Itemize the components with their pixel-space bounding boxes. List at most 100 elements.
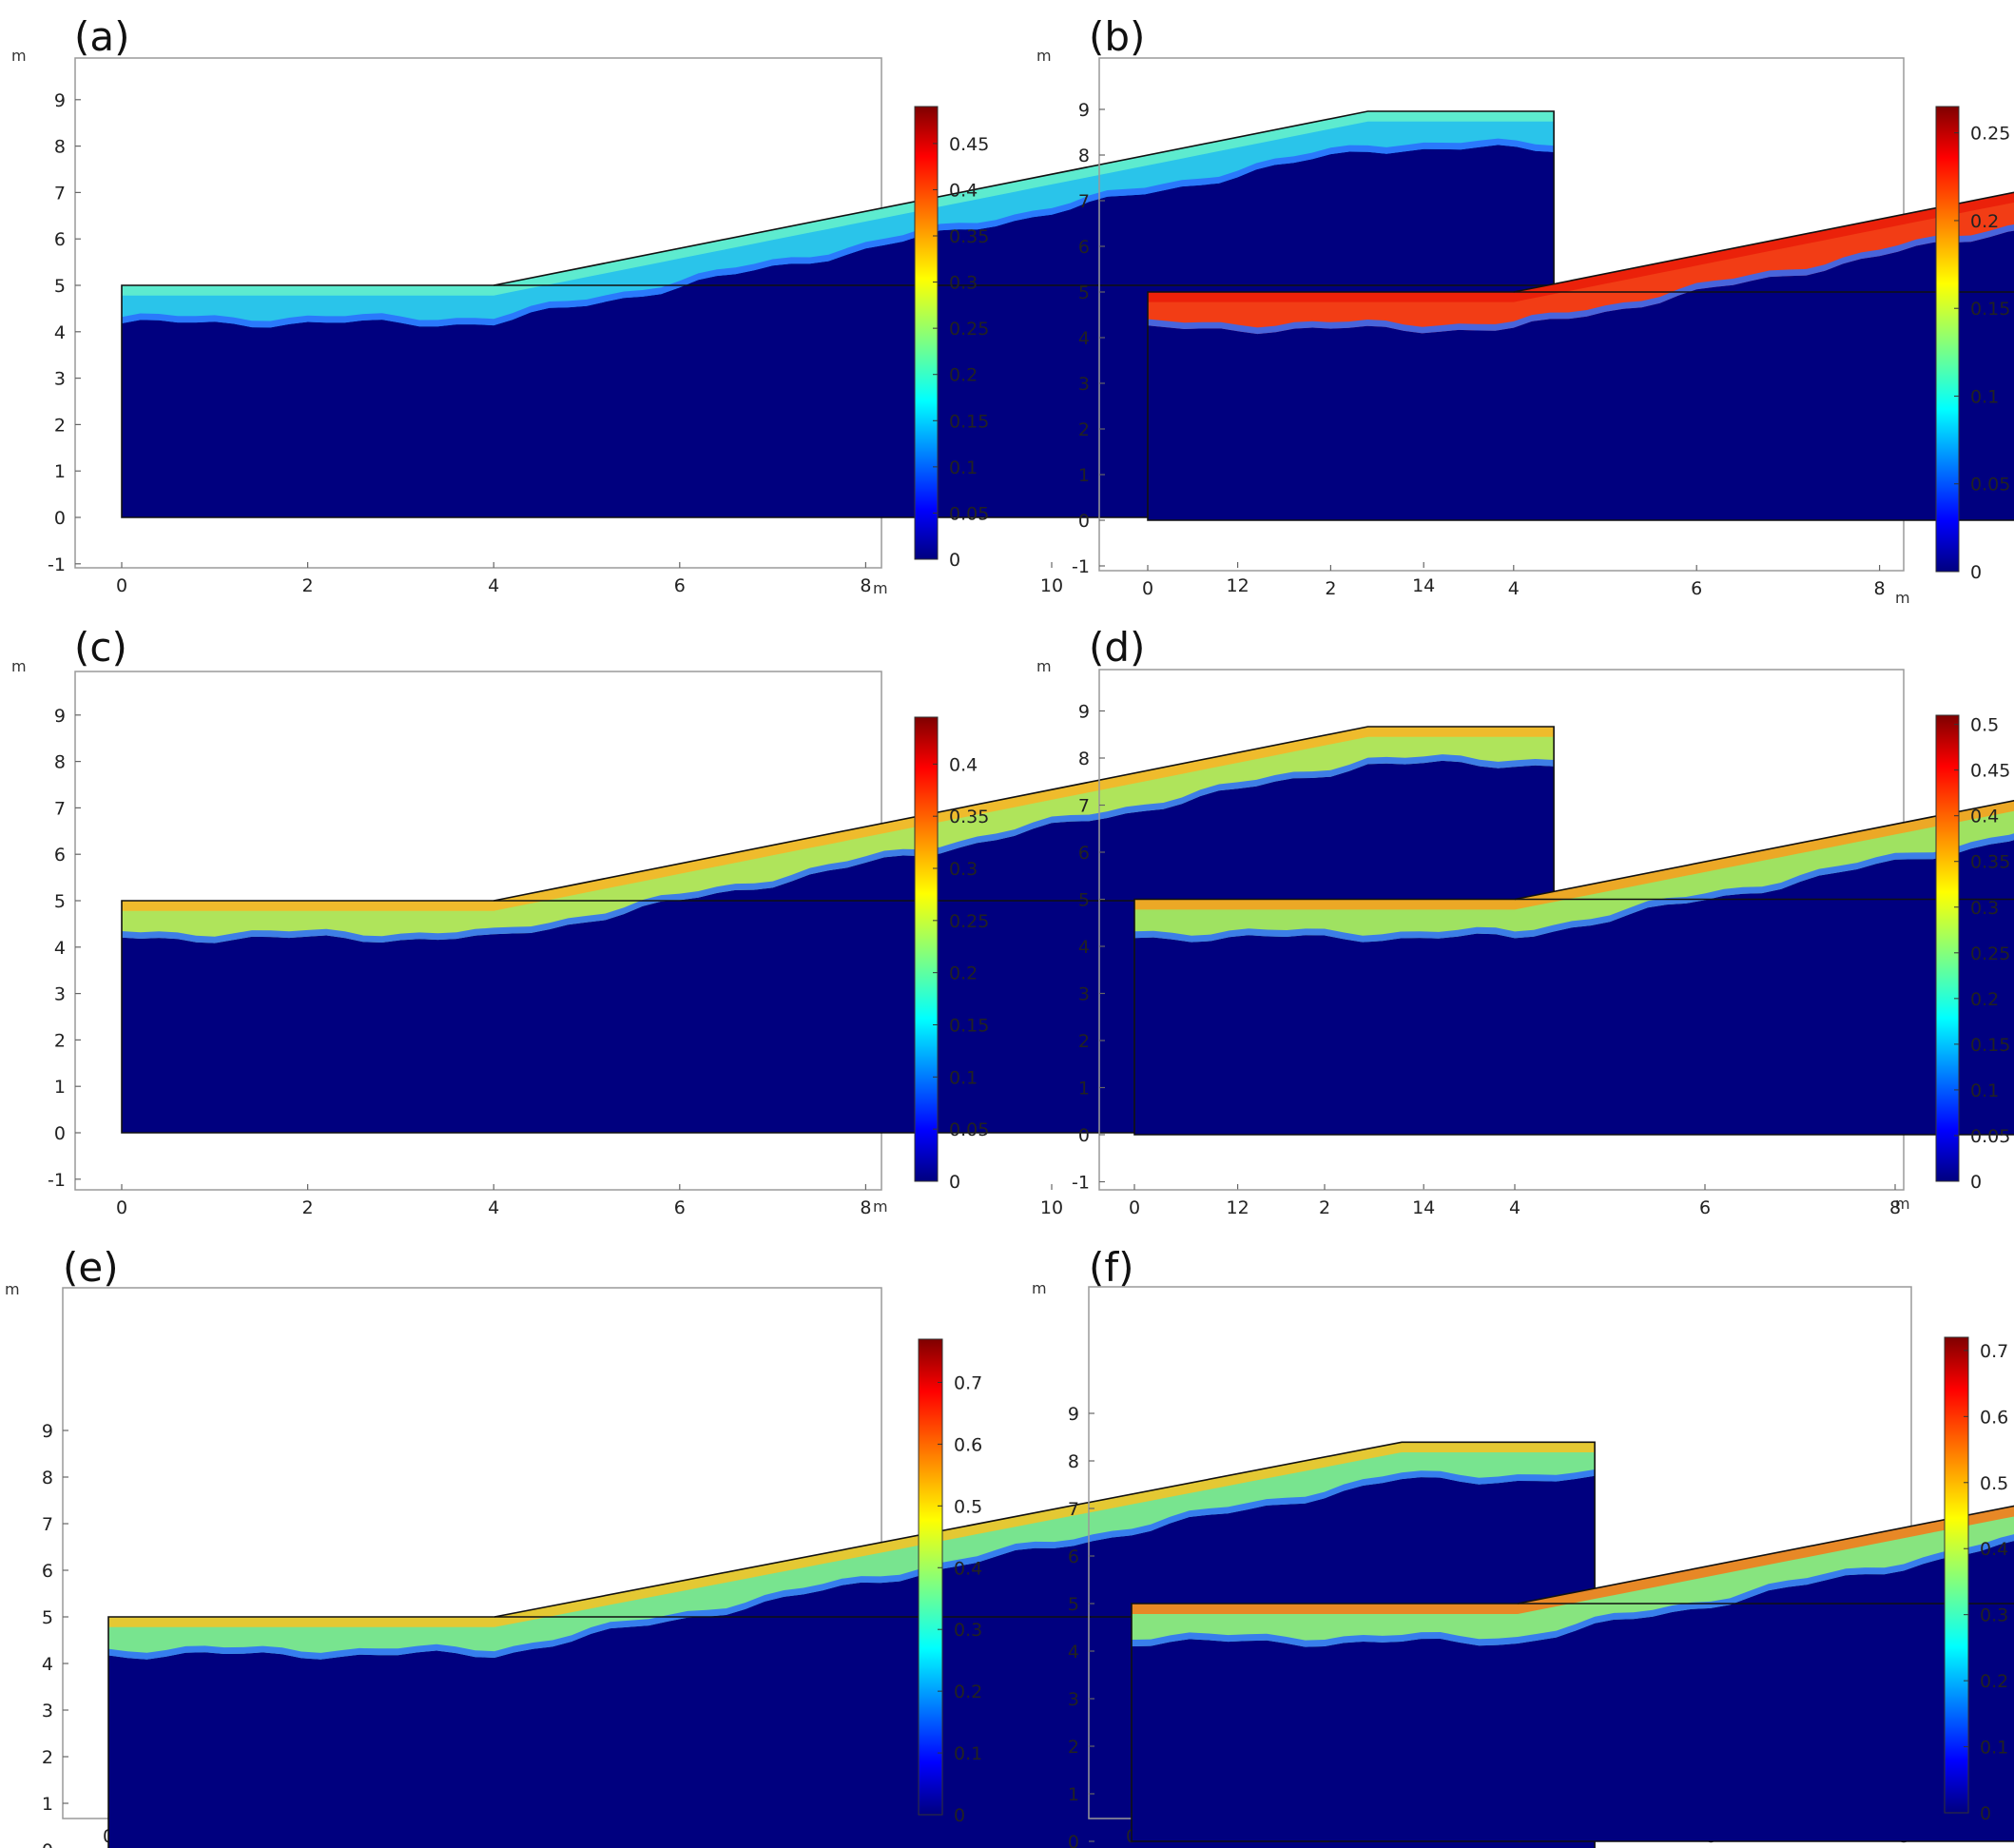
panel-label: (b) (1089, 13, 1145, 60)
y-tick-label: 5 (54, 276, 66, 297)
y-tick-label: 5 (1068, 1594, 1079, 1615)
colorbar-tick-label: 0.1 (949, 1067, 978, 1088)
x-tick-label: 0 (1142, 578, 1153, 599)
y-tick-label: 1 (42, 1794, 53, 1815)
colorbar-tick-label: 0.2 (1970, 211, 1999, 232)
colorbar-tick-label: 0.05 (949, 503, 989, 524)
x-tick-label: 12 (1227, 1197, 1249, 1218)
y-tick-label: 2 (1068, 1737, 1079, 1758)
y-tick-label: 3 (1078, 374, 1090, 395)
colorbar-tick-label: 0.1 (1970, 1080, 1999, 1101)
y-tick-label: 1 (1068, 1784, 1079, 1805)
x-unit-label: m (1895, 1195, 1910, 1213)
colorbar-tick-label: 0.5 (954, 1496, 982, 1517)
y-tick-label: 4 (1078, 937, 1090, 958)
y-tick-label: 0 (42, 1840, 53, 1848)
y-tick-label: 0 (54, 508, 66, 529)
colorbar-tick-label: 0 (1970, 1172, 1982, 1193)
x-unit-label: m (873, 1197, 888, 1216)
y-tick-label: 0 (1078, 511, 1090, 532)
x-tick-label: 2 (1325, 578, 1336, 599)
colorbar-tick-label: 0.15 (949, 1016, 989, 1037)
y-tick-label: 9 (54, 706, 66, 727)
y-tick-label: 0 (54, 1123, 66, 1144)
y-tick-label: -1 (1072, 1173, 1090, 1194)
x-tick-label: 6 (674, 1197, 686, 1218)
x-tick-label: 4 (1508, 578, 1520, 599)
x-tick-label: 6 (1691, 578, 1702, 599)
colorbar (914, 716, 939, 1182)
y-tick-label: 2 (1078, 419, 1090, 440)
y-tick-label: 7 (1078, 796, 1090, 817)
colorbar-tick-label: 0 (1970, 562, 1982, 583)
colorbar-tick-label: 0.15 (1970, 1035, 2010, 1056)
y-tick-label: 0 (1078, 1125, 1090, 1146)
colorbar-tick-label: 0.05 (1970, 1126, 2010, 1147)
y-tick-label: 8 (42, 1468, 53, 1488)
colorbar-tick-label: 0.3 (949, 859, 978, 880)
panel-d: (d)mm02468101214-1012345678900.050.10.15… (1036, 624, 2014, 1218)
y-tick-label: 4 (54, 322, 66, 343)
x-tick-label: 14 (1412, 1197, 1435, 1218)
colorbar (1935, 714, 1960, 1182)
y-tick-label: 2 (1078, 1031, 1090, 1052)
y-tick-label: 1 (54, 461, 66, 482)
colorbar-tick-label: 0.6 (954, 1434, 982, 1455)
colorbar-tick-label: 0.4 (949, 754, 978, 775)
y-unit-label: m (5, 1280, 20, 1298)
y-tick-label: 2 (54, 1030, 66, 1051)
colorbar-tick-label: 0.1 (1970, 386, 1999, 407)
x-tick-label: 8 (1889, 1197, 1901, 1218)
colorbar-tick-label: 0.35 (949, 807, 989, 827)
y-unit-label: m (1036, 47, 1052, 65)
x-tick-label: 2 (1319, 1197, 1330, 1218)
y-tick-label: 7 (54, 798, 66, 819)
colorbar-tick-label: 0.5 (1980, 1473, 2008, 1494)
panel-label: (a) (74, 13, 130, 60)
x-tick-label: 4 (1509, 1197, 1520, 1218)
y-tick-label: 6 (1078, 237, 1090, 258)
y-unit-label: m (1036, 657, 1052, 675)
x-tick-label: 2 (302, 1197, 314, 1218)
surface-layer (1148, 192, 2014, 302)
colorbar-tick-label: 0 (1980, 1803, 1991, 1824)
colorbar-tick-label: 0.15 (949, 411, 989, 432)
y-tick-label: -1 (1072, 556, 1090, 577)
x-tick-label: 4 (488, 575, 499, 596)
colorbar-tick-label: 0.2 (1980, 1671, 2008, 1692)
x-tick-label: 8 (1874, 578, 1886, 599)
y-tick-label: 1 (1078, 1079, 1090, 1099)
x-tick-label: 0 (116, 1197, 127, 1218)
y-tick-label: 3 (54, 369, 66, 390)
y-tick-label: 5 (1078, 890, 1090, 911)
colorbar-tick-label: 0.1 (954, 1743, 982, 1764)
y-tick-label: 6 (1068, 1546, 1079, 1567)
y-tick-label: 5 (54, 891, 66, 912)
slope-domain (1134, 800, 2014, 1135)
colorbar-tick-label: 0.15 (1970, 299, 2010, 320)
colorbar-tick-label: 0.3 (954, 1620, 982, 1641)
y-tick-label: 1 (1078, 465, 1090, 486)
y-tick-label: 0 (1068, 1832, 1079, 1848)
colorbar-tick-label: 0.05 (1970, 475, 2010, 496)
y-tick-label: -1 (48, 1170, 66, 1191)
colorbar-tick-label: 0.2 (949, 963, 978, 984)
x-unit-label: m (1895, 589, 1910, 607)
y-tick-label: 9 (1068, 1404, 1079, 1425)
y-tick-label: 6 (54, 845, 66, 866)
y-tick-label: 3 (1068, 1689, 1079, 1710)
colorbar-tick-label: 0.2 (954, 1682, 982, 1702)
y-tick-label: 6 (1078, 843, 1090, 864)
colorbar-tick-label: 0 (954, 1805, 965, 1826)
x-tick-label: 0 (116, 575, 127, 596)
y-tick-label: -1 (48, 554, 66, 575)
y-tick-label: 6 (42, 1561, 53, 1582)
colorbar-tick-label: 0.3 (949, 273, 978, 294)
colorbar-tick-label: 0 (949, 550, 960, 571)
y-tick-label: 9 (1078, 702, 1090, 723)
y-tick-label: 9 (54, 90, 66, 111)
x-tick-label: 6 (1699, 1197, 1711, 1218)
colorbar-tick-label: 0.5 (1970, 715, 1999, 736)
panel-b: (b)mm02468101214-1012345678900.050.10.15… (1036, 13, 2014, 607)
